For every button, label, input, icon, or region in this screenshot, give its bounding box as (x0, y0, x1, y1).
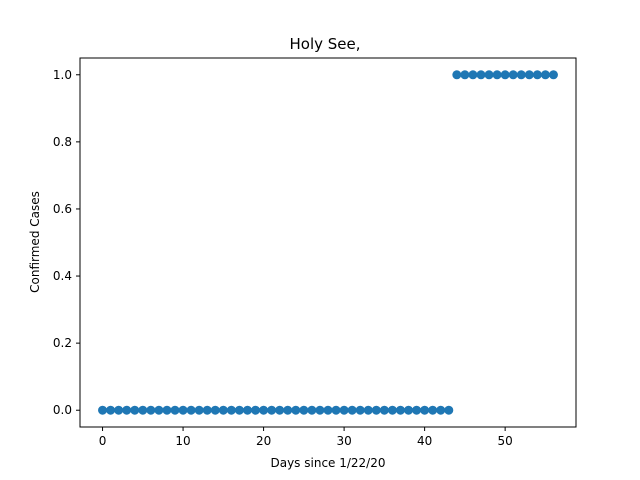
y-tick-label: 0.2 (53, 336, 72, 350)
data-point (371, 405, 381, 415)
data-point (363, 405, 373, 415)
x-tick-label: 20 (256, 434, 271, 448)
data-point (331, 405, 341, 415)
data-point (347, 405, 357, 415)
data-point (202, 405, 212, 415)
data-point (404, 405, 414, 415)
data-point (122, 405, 132, 415)
data-point (146, 405, 156, 415)
y-axis: 0.0 0.2 0.4 0.6 0.8 1.0 (53, 68, 80, 417)
data-point (484, 70, 494, 80)
x-tick-label: 10 (175, 434, 190, 448)
data-point (259, 405, 269, 415)
data-point (500, 70, 510, 80)
data-point (355, 405, 365, 415)
data-point (130, 405, 140, 415)
data-point (395, 405, 405, 415)
y-tick-label: 0.6 (53, 202, 72, 216)
y-tick-label: 0.8 (53, 135, 72, 149)
data-point (412, 405, 422, 415)
y-tick-label: 1.0 (53, 68, 72, 82)
data-point (339, 405, 349, 415)
data-point (524, 70, 534, 80)
data-point (283, 405, 293, 415)
y-tick-label: 0.0 (53, 403, 72, 417)
data-point (106, 405, 116, 415)
data-point (98, 405, 108, 415)
data-point (186, 405, 196, 415)
data-point (138, 405, 148, 415)
chart-title: Holy See, (289, 35, 360, 53)
x-axis: 0 10 20 30 40 50 (99, 427, 513, 448)
data-point (460, 70, 470, 80)
data-point (428, 405, 438, 415)
data-point (267, 405, 277, 415)
data-point (468, 70, 478, 80)
data-point (323, 405, 333, 415)
x-tick-label: 30 (336, 434, 351, 448)
data-point (532, 70, 542, 80)
plot-frame (79, 57, 577, 428)
data-point (299, 405, 309, 415)
data-point (210, 405, 220, 415)
data-point (315, 405, 325, 415)
data-point (436, 405, 446, 415)
y-axis-label: Confirmed Cases (28, 191, 42, 293)
data-point (114, 405, 124, 415)
data-point (162, 405, 172, 415)
data-point (508, 70, 518, 80)
data-point (234, 405, 244, 415)
data-point (218, 405, 228, 415)
data-point (548, 70, 558, 80)
data-point (379, 405, 389, 415)
data-point (242, 405, 252, 415)
data-point (226, 405, 236, 415)
data-points (98, 70, 558, 415)
data-point (170, 405, 180, 415)
x-tick-label: 50 (498, 434, 513, 448)
x-axis-label: Days since 1/22/20 (270, 456, 385, 470)
data-point (178, 405, 188, 415)
data-point (154, 405, 164, 415)
data-point (420, 405, 430, 415)
data-point (275, 405, 285, 415)
data-point (516, 70, 526, 80)
data-point (492, 70, 502, 80)
x-tick-label: 40 (417, 434, 432, 448)
x-tick-label: 0 (99, 434, 107, 448)
data-point (251, 405, 261, 415)
data-point (476, 70, 486, 80)
data-point (540, 70, 550, 80)
data-point (444, 405, 454, 415)
data-point (307, 405, 317, 415)
y-tick-label: 0.4 (53, 269, 72, 283)
data-point (194, 405, 204, 415)
data-point (452, 70, 462, 80)
data-point (291, 405, 301, 415)
data-point (387, 405, 397, 415)
